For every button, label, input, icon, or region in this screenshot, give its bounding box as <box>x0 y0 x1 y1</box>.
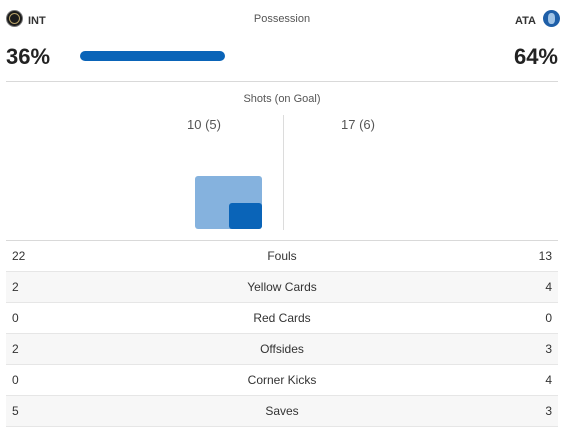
stat-home-value: 5 <box>12 404 19 418</box>
stat-label: Offsides <box>260 342 304 356</box>
stat-away-value: 4 <box>545 280 552 294</box>
stat-away-value: 3 <box>545 404 552 418</box>
atalanta-logo-icon <box>543 10 560 27</box>
stat-row-red-cards: 0 Red Cards 0 <box>6 303 558 334</box>
section-divider <box>6 81 558 82</box>
stats-table: 22 Fouls 13 2 Yellow Cards 4 0 Red Cards… <box>6 240 558 427</box>
home-possession-bar <box>80 51 225 61</box>
stat-away-value: 13 <box>538 249 552 263</box>
stat-away-value: 0 <box>545 311 552 325</box>
stat-label: Yellow Cards <box>247 280 317 294</box>
stat-row-saves: 5 Saves 3 <box>6 396 558 427</box>
stat-row-yellow-cards: 2 Yellow Cards 4 <box>6 272 558 303</box>
shots-center-line <box>283 115 284 230</box>
stat-away-value: 4 <box>545 373 552 387</box>
stat-label: Saves <box>265 404 299 418</box>
away-possession-value: 64% <box>513 44 558 69</box>
home-team-abbr: INT <box>28 15 46 27</box>
stat-home-value: 2 <box>12 342 19 356</box>
stat-label: Fouls <box>267 249 297 263</box>
possession-label: Possession <box>253 13 311 25</box>
stat-label: Corner Kicks <box>247 373 317 387</box>
stat-away-value: 3 <box>545 342 552 356</box>
home-shots-on-goal-box <box>229 203 262 229</box>
away-team-abbr: ATA <box>515 15 536 27</box>
stat-home-value: 2 <box>12 280 19 294</box>
stat-row-corner-kicks: 0 Corner Kicks 4 <box>6 365 558 396</box>
shots-label: Shots (on Goal) <box>243 93 321 105</box>
stat-label: Red Cards <box>253 311 311 325</box>
stat-row-offsides: 2 Offsides 3 <box>6 334 558 365</box>
home-shots-value: 10 (5) <box>187 117 221 132</box>
stat-home-value: 22 <box>12 249 26 263</box>
inter-logo-icon <box>6 10 23 27</box>
away-shots-value: 17 (6) <box>341 117 375 132</box>
stat-row-fouls: 22 Fouls 13 <box>6 241 558 272</box>
stat-home-value: 0 <box>12 373 19 387</box>
stat-home-value: 0 <box>12 311 19 325</box>
home-possession-value: 36% <box>6 44 51 69</box>
